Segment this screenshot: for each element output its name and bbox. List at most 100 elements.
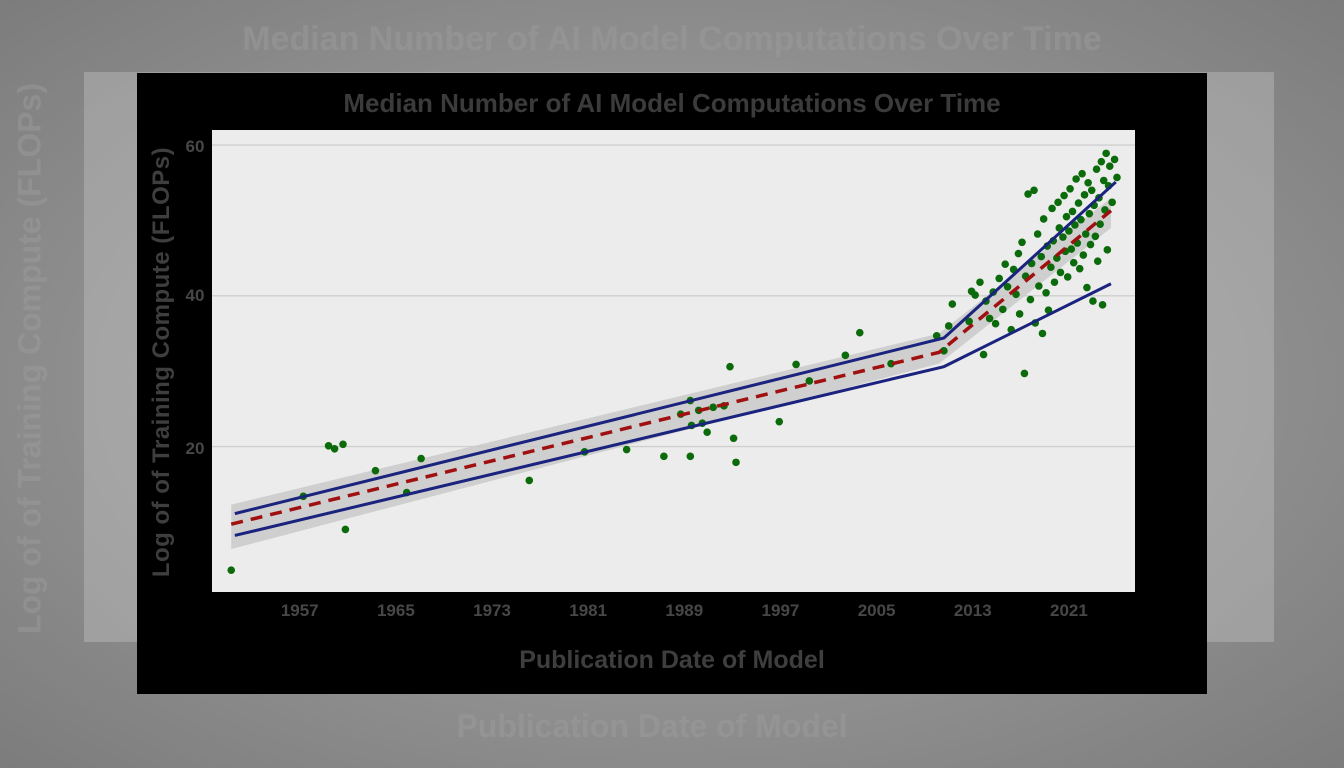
data-point (709, 403, 717, 412)
data-point (1033, 230, 1042, 238)
data-point (1059, 233, 1067, 241)
x-tick-label: 2021 (1050, 601, 1088, 620)
data-point (976, 278, 984, 287)
data-point (1096, 220, 1104, 229)
data-point (940, 347, 948, 355)
data-point (330, 445, 339, 453)
data-point (948, 300, 957, 308)
data-point (1084, 178, 1092, 187)
data-point (227, 566, 236, 574)
x-tick-label: 1997 (762, 601, 800, 620)
data-point (965, 317, 973, 326)
data-point (932, 331, 941, 340)
data-point (1077, 215, 1085, 224)
data-point (1081, 230, 1090, 238)
background-x-axis-label: Publication Date of Model (456, 708, 848, 744)
data-point (1015, 310, 1024, 318)
data-point (792, 360, 800, 369)
x-tick-label: 1973 (473, 601, 511, 620)
data-point (1044, 306, 1053, 314)
data-point (855, 328, 864, 337)
data-point (1071, 221, 1079, 229)
data-point (985, 314, 994, 323)
data-point (775, 417, 784, 426)
data-point (1102, 149, 1110, 158)
data-point (1075, 264, 1084, 273)
data-point (944, 322, 953, 330)
data-point (1001, 260, 1010, 268)
x-tick-label: 2005 (858, 601, 896, 620)
x-tick-label: 2013 (954, 601, 992, 620)
data-point (1060, 191, 1068, 200)
data-point (1042, 288, 1050, 297)
data-point (991, 319, 1000, 328)
data-point (1099, 176, 1108, 185)
lower-bound-line (234, 282, 1112, 537)
data-point (1091, 232, 1100, 241)
data-point (341, 525, 350, 534)
data-point (1026, 295, 1035, 304)
x-tick-label: 1981 (569, 601, 607, 620)
background-chart-title: Median Number of AI Model Computations O… (242, 20, 1102, 58)
data-point (1062, 212, 1071, 221)
chart-title: Median Number of AI Model Computations O… (343, 88, 1001, 118)
data-point (1092, 165, 1101, 173)
data-point (1053, 254, 1061, 262)
data-point (622, 445, 631, 454)
data-point (1039, 215, 1048, 223)
trend-line (230, 209, 1113, 526)
data-point (1072, 175, 1080, 183)
data-point (1087, 186, 1096, 195)
data-point (1089, 297, 1097, 305)
data-point (1063, 273, 1072, 281)
data-point (1074, 199, 1083, 207)
data-point (1066, 184, 1074, 193)
data-point (339, 440, 347, 449)
upper-bound-line (234, 180, 1117, 516)
x-axis-label: Publication Date of Model (519, 646, 825, 674)
data-point (1108, 198, 1116, 207)
data-point (1083, 283, 1091, 292)
y-tick-label: 60 (186, 137, 205, 156)
data-point (1097, 157, 1106, 166)
x-tick-label: 1989 (665, 601, 703, 620)
data-point (371, 466, 380, 475)
data-point (1056, 268, 1065, 277)
plot-panel (212, 130, 1135, 592)
data-point (1047, 263, 1055, 271)
data-point (726, 362, 734, 371)
data-point (1065, 227, 1073, 235)
data-point (1054, 198, 1062, 207)
x-tick-label: 1957 (281, 601, 319, 620)
data-point (1037, 252, 1046, 261)
data-point (1079, 251, 1088, 259)
data-point (703, 428, 711, 437)
data-point (1018, 238, 1026, 247)
data-point (1085, 209, 1094, 218)
data-point (979, 350, 988, 359)
data-point (1067, 245, 1076, 253)
y-tick-label: 20 (186, 439, 205, 458)
data-point (805, 377, 814, 385)
data-point (1024, 190, 1032, 198)
data-point (1080, 191, 1089, 199)
data-point (660, 452, 668, 461)
data-point (1113, 173, 1121, 182)
data-point (729, 434, 738, 443)
data-point (1078, 169, 1086, 178)
data-point (686, 452, 695, 461)
data-point (1050, 278, 1059, 287)
data-point (1048, 204, 1056, 213)
data-point (1093, 257, 1102, 265)
x-tick-label: 1965 (377, 601, 415, 620)
data-point (1020, 369, 1029, 378)
data-point (1035, 282, 1043, 290)
data-point (525, 476, 534, 485)
data-point (841, 351, 850, 360)
data-point (1105, 162, 1114, 170)
data-point (1086, 240, 1095, 249)
y-tick-label: 40 (186, 286, 205, 305)
data-point (1069, 258, 1078, 267)
data-point (995, 274, 1003, 283)
